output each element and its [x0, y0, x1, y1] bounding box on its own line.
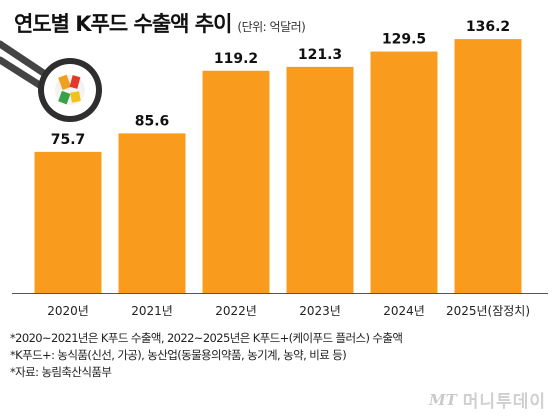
x-tick-label-2: 2022년: [215, 304, 257, 318]
data-label-1: 85.6: [135, 113, 170, 129]
data-label-3: 121.3: [298, 47, 342, 63]
chart-unit: (단위: 억달러): [237, 20, 306, 34]
x-tick-label-1: 2021년: [131, 304, 173, 318]
chart-title: 연도별 K푸드 수출액 추이: [14, 12, 232, 36]
x-tick-label-5: 2025년(잠정치): [446, 304, 530, 318]
footnotes: *2020~2021년은 K푸드 수출액, 2022~2025년은 K푸드+(케…: [10, 330, 403, 381]
title-row: 연도별 K푸드 수출액 추이 (단위: 억달러): [14, 8, 306, 38]
logo-name: 머니투데이: [462, 392, 546, 412]
data-label-2: 119.2: [214, 51, 258, 67]
logo: MT 머니투데이: [429, 387, 546, 413]
bar-1: [118, 133, 186, 293]
x-tick-label-0: 2020년: [47, 304, 89, 318]
x-tick-label-3: 2023년: [299, 304, 341, 318]
footnote-scope: *2020~2021년은 K푸드 수출액, 2022~2025년은 K푸드+(케…: [10, 331, 403, 345]
data-label-0: 75.7: [51, 132, 86, 148]
logo-mark: MT: [429, 390, 457, 409]
bar-3: [286, 66, 354, 293]
bar-5: [454, 39, 522, 293]
sushi-roll-with-chopsticks-icon: [0, 40, 102, 122]
bar-2: [202, 70, 270, 293]
footnote-definition: *K푸드+: 농식품(신선, 가공), 농산업(동물용의약품, 농기계, 농약,…: [10, 348, 347, 362]
footnote-source: *자료: 농림축산식품부: [10, 365, 112, 379]
bar-0: [34, 151, 102, 293]
data-label-5: 136.2: [466, 19, 510, 35]
data-label-4: 129.5: [382, 32, 426, 48]
x-tick-label-4: 2024년: [383, 304, 425, 318]
bar-4: [370, 51, 438, 294]
